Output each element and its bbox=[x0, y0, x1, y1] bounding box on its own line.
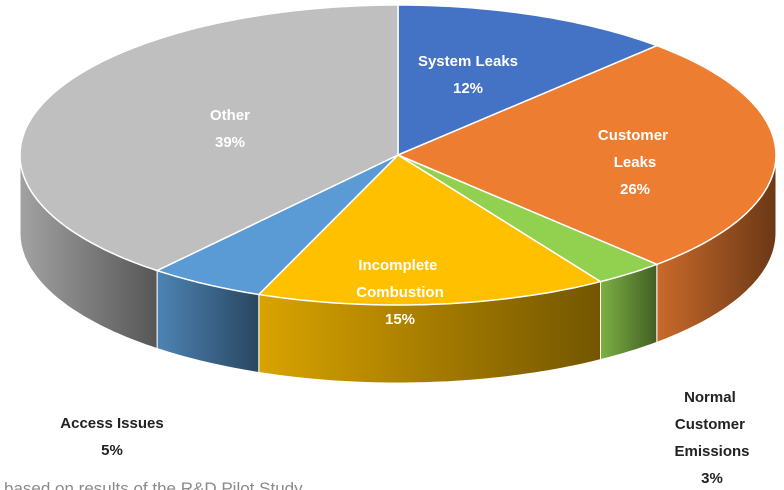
slice-label: Access Issues bbox=[60, 415, 163, 432]
slice-label: Normal Customer Emissions bbox=[674, 389, 749, 460]
pie-slice bbox=[397, 4, 659, 157]
slice-value-label: 15% bbox=[385, 311, 415, 328]
slice-label: System Leaks bbox=[418, 53, 518, 70]
pie-walls bbox=[19, 154, 777, 384]
slice-value-label: 3% bbox=[701, 470, 723, 487]
slice-value-label: 26% bbox=[620, 181, 650, 198]
pie-labels: System Leaks 12% Customer Leaks 26% Normal C… bbox=[60, 53, 749, 487]
slice-label: Other bbox=[210, 107, 250, 124]
slice-label: Customer Leaks bbox=[598, 127, 672, 171]
slice-label: Incomplete Combustion bbox=[356, 257, 444, 301]
pie-tops bbox=[19, 4, 777, 306]
pie-slice bbox=[19, 4, 399, 272]
pie-slice bbox=[396, 44, 777, 266]
pie-slice bbox=[155, 154, 399, 296]
pie-slice bbox=[397, 154, 659, 283]
pie-slice bbox=[257, 154, 603, 306]
slice-value-label: 39% bbox=[215, 134, 245, 151]
slice-value-label: 5% bbox=[101, 442, 123, 459]
slice-value-label: 12% bbox=[453, 80, 483, 97]
footnote: based on results of the R&D Pilot Study bbox=[4, 479, 303, 490]
